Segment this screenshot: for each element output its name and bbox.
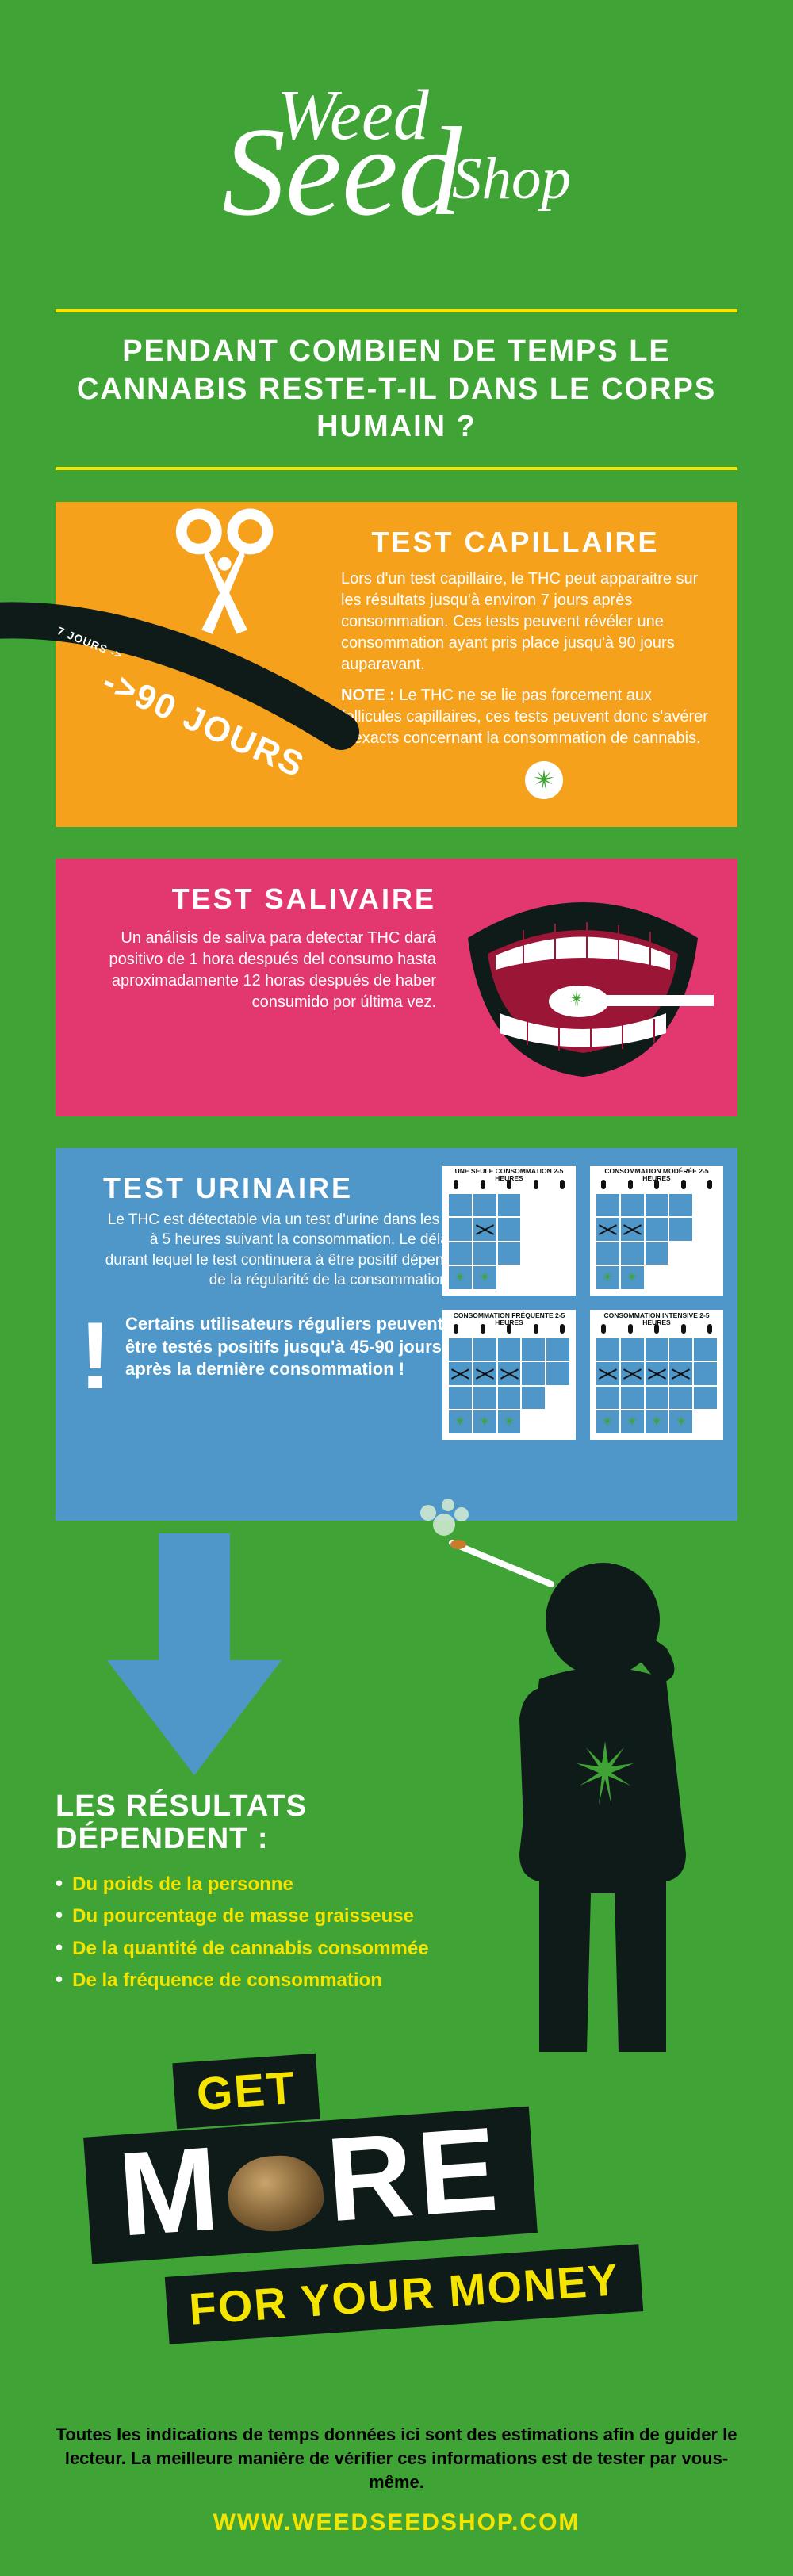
mouth-graphic [452,882,714,1093]
calendar-box [590,1329,723,1440]
hair-graphic: 7 JOURS -> ->90 JOURS [63,502,349,803]
cannabis-leaf-icon [531,767,557,794]
smoker-graphic [404,1481,722,2060]
logo-area: Weed SeedShop [0,0,793,309]
calendar-cell: UNE SEULE CONSOMMATION 2-5 HEURES [442,1166,576,1296]
logo: Weed SeedShop [222,87,571,222]
logo-word-3: Shop [452,146,571,212]
calendar-cell: CONSOMMATION FRÉQUENTE 2-5 HEURES [442,1310,576,1440]
more-label: MRE [83,2107,538,2264]
get-label: GET [172,2054,320,2129]
for-your-money-label: FOR YOUR MONEY [165,2244,644,2344]
exclamation-icon: ! [79,1313,111,1399]
calendar-cell: CONSOMMATION INTENSIVE 2-5 HEURES [590,1310,723,1440]
panel3-warning: Certains utilisateurs réguliers peuvent … [125,1313,468,1381]
panel-saliva-test: TEST SALIVAIRE Un análisis de saliva par… [56,859,737,1116]
calendar-box [442,1329,576,1440]
calendar-grid: UNE SEULE CONSOMMATION 2-5 HEURESCONSOMM… [442,1166,723,1440]
scissors-icon [167,502,301,637]
page-title: PENDANT COMBIEN DE TEMPS LE CANNABIS RES… [0,312,793,467]
disclaimer-text: Toutes les indications de temps données … [0,2391,793,2501]
more-m: M [114,2121,227,2261]
panel1-body: Lors d'un test capillaire, le THC peut a… [341,568,714,749]
panel-urine-test: TEST URINAIRE Le THC est détectable via … [56,1148,737,1521]
panel-hair-test: 7 JOURS -> ->90 JOURS TEST CAPILLAIRE Lo… [56,502,737,827]
more-re: RE [323,2102,507,2247]
logo-word-2: Seed [222,101,462,242]
panel1-text: Lors d'un test capillaire, le THC peut a… [341,568,714,676]
person-smoking-icon [404,1481,722,2060]
panel1-note-text: Le THC ne se lie pas forcement aux folli… [341,687,708,747]
website-url: WWW.WEEDSEEDSHOP.COM [0,2501,793,2576]
calendar-box [442,1185,576,1296]
seed-icon [225,2153,325,2234]
calendar-cell: CONSOMMATION MODÉRÉE 2-5 HEURES [590,1166,723,1296]
panel1-note: NOTE : Le THC ne se lie pas forcement au… [341,685,714,749]
panel2-body: Un análisis de saliva para detectar THC … [79,928,436,1013]
calendar-box [590,1185,723,1296]
get-more-banner: GET MRE FOR YOUR MONEY [0,2058,793,2391]
leaf-badge [525,761,563,799]
panel2-title: TEST SALIVAIRE [79,882,436,916]
down-arrow-icon [103,1533,285,1779]
mouth-swab-icon [452,882,714,1089]
panel3-body: Le THC est détectable via un test d'urin… [103,1210,452,1292]
panel1-title: TEST CAPILLAIRE [317,526,714,559]
